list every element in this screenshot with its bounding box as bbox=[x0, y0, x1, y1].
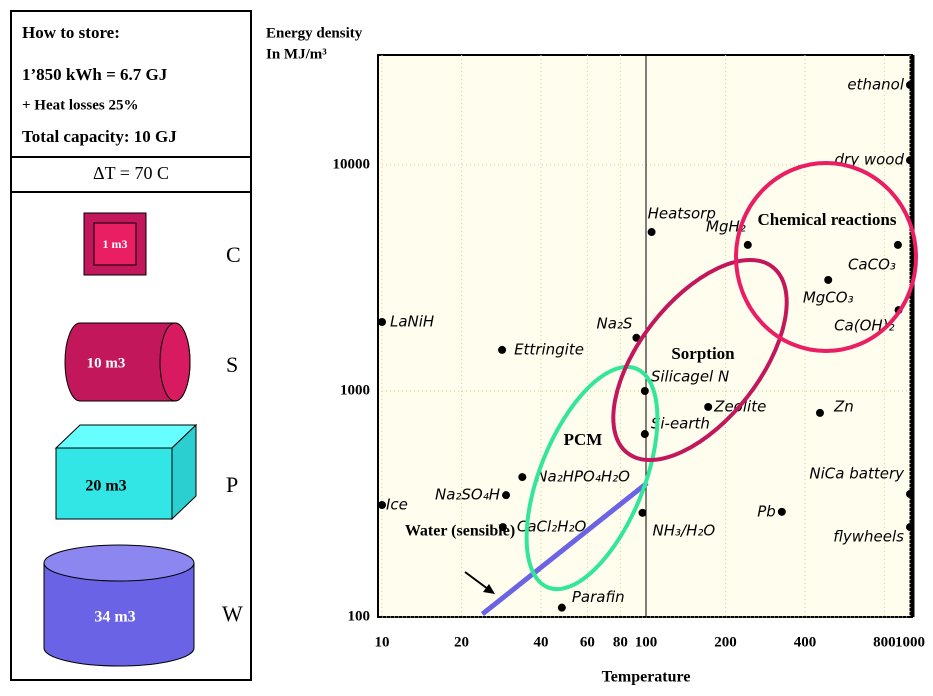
data-point bbox=[893, 240, 902, 249]
cube-c bbox=[83, 212, 147, 276]
point-label: Pb bbox=[757, 502, 776, 520]
point-label: Zn bbox=[833, 397, 854, 415]
data-point bbox=[518, 473, 527, 482]
point-label: dry wood bbox=[835, 151, 905, 169]
y-axis-title: In MJ/m³ bbox=[266, 46, 327, 62]
type-letter: P bbox=[226, 472, 238, 497]
data-point bbox=[498, 345, 507, 354]
data-point bbox=[815, 408, 824, 417]
water-line bbox=[480, 480, 649, 617]
delta-t: ΔT = 70 C bbox=[93, 163, 169, 183]
data-point bbox=[638, 508, 647, 517]
data-point bbox=[640, 387, 649, 395]
x-tick-label: 800 bbox=[873, 634, 896, 650]
x-tick-label: 20 bbox=[454, 634, 469, 650]
point-label: flywheels bbox=[833, 528, 904, 546]
volume-label: 34 m3 bbox=[94, 609, 135, 626]
annotation: Sorption bbox=[671, 344, 735, 363]
data-point bbox=[906, 490, 914, 499]
data-point bbox=[777, 507, 786, 516]
pcm-region bbox=[524, 364, 660, 592]
y-tick-label: 10000 bbox=[333, 156, 371, 172]
data-point bbox=[640, 430, 649, 439]
arrow-head bbox=[483, 584, 495, 594]
point-label: Na₂S bbox=[596, 314, 632, 332]
x-tick-label: 400 bbox=[794, 634, 817, 650]
data-point bbox=[743, 240, 752, 249]
data-point bbox=[378, 501, 386, 510]
point-label: Na₂SO₄H bbox=[435, 486, 500, 504]
point-label: MgCO₃ bbox=[803, 288, 854, 306]
sorption-region bbox=[611, 257, 789, 463]
type-letter: W bbox=[222, 601, 243, 626]
volume-label: 10 m3 bbox=[87, 355, 126, 371]
x-tick-label: 200 bbox=[714, 634, 737, 650]
point-label: Ettringite bbox=[514, 340, 584, 358]
data-point bbox=[647, 228, 656, 237]
data-point bbox=[502, 491, 511, 500]
volume-label: 1 m3 bbox=[103, 237, 128, 251]
point-label: Heatsorp bbox=[648, 205, 716, 223]
data-point bbox=[906, 156, 914, 165]
data-point bbox=[704, 402, 713, 411]
y-tick-label: 100 bbox=[348, 608, 371, 624]
cylinder-s bbox=[64, 322, 191, 402]
x-tick-label: 100 bbox=[635, 634, 658, 650]
data-point bbox=[498, 523, 507, 532]
point-label: NiCa battery bbox=[809, 465, 905, 483]
x-tick-label: 40 bbox=[533, 634, 548, 650]
cylinder-w bbox=[43, 544, 195, 667]
point-label: CaCO₃ bbox=[848, 255, 896, 273]
panel-line: How to store: bbox=[22, 23, 120, 42]
point-label: Silicagel N bbox=[651, 368, 729, 386]
point-label: LaNiH bbox=[390, 312, 434, 330]
data-point bbox=[557, 603, 566, 612]
point-label: Si-earth bbox=[651, 415, 710, 433]
point-label: CaCl₂H₂O bbox=[517, 518, 587, 536]
point-label: Na₂HPO₄H₂O bbox=[536, 468, 630, 486]
x-tick-label: 60 bbox=[580, 634, 595, 650]
chemical-region bbox=[734, 161, 918, 353]
x-tick-label: 10 bbox=[375, 634, 390, 650]
panel-line: + Heat losses 25% bbox=[22, 97, 138, 113]
point-label: ethanol bbox=[847, 75, 904, 93]
y-tick-label: 1000 bbox=[340, 382, 370, 398]
panel-line: 1’850 kWh = 6.7 GJ bbox=[22, 65, 168, 84]
volume-label: 20 m3 bbox=[85, 478, 126, 495]
info-box bbox=[10, 10, 252, 158]
point-label: NH₃/H₂O bbox=[653, 521, 716, 539]
delta-box bbox=[10, 156, 252, 193]
data-point bbox=[378, 317, 386, 326]
panel-line: Total capacity: 10 GJ bbox=[22, 127, 177, 146]
data-point bbox=[824, 275, 833, 284]
annotation: Chemical reactions bbox=[758, 210, 897, 229]
data-point bbox=[906, 523, 914, 532]
y-axis-title: Energy density bbox=[266, 25, 363, 41]
box-p bbox=[54, 423, 198, 521]
annotation: PCM bbox=[564, 430, 603, 449]
type-letter: S bbox=[226, 352, 238, 377]
data-point bbox=[906, 80, 914, 89]
x-tick-label: 80 bbox=[613, 634, 628, 650]
type-letter: C bbox=[226, 242, 241, 267]
point-label: Ca(OH)₂ bbox=[834, 317, 894, 335]
plot: 10 20 40 60 80 100 200 400 800 1000100100010000et… bbox=[333, 55, 925, 650]
x-axis-title: Temperature bbox=[602, 669, 691, 686]
point-label: Parafin bbox=[572, 588, 625, 606]
x-tick-label: 1000 bbox=[895, 634, 925, 650]
annotation: Water (sensible) bbox=[405, 523, 515, 540]
point-label: Ice bbox=[386, 496, 408, 514]
point-label: MgH₂ bbox=[706, 217, 746, 235]
